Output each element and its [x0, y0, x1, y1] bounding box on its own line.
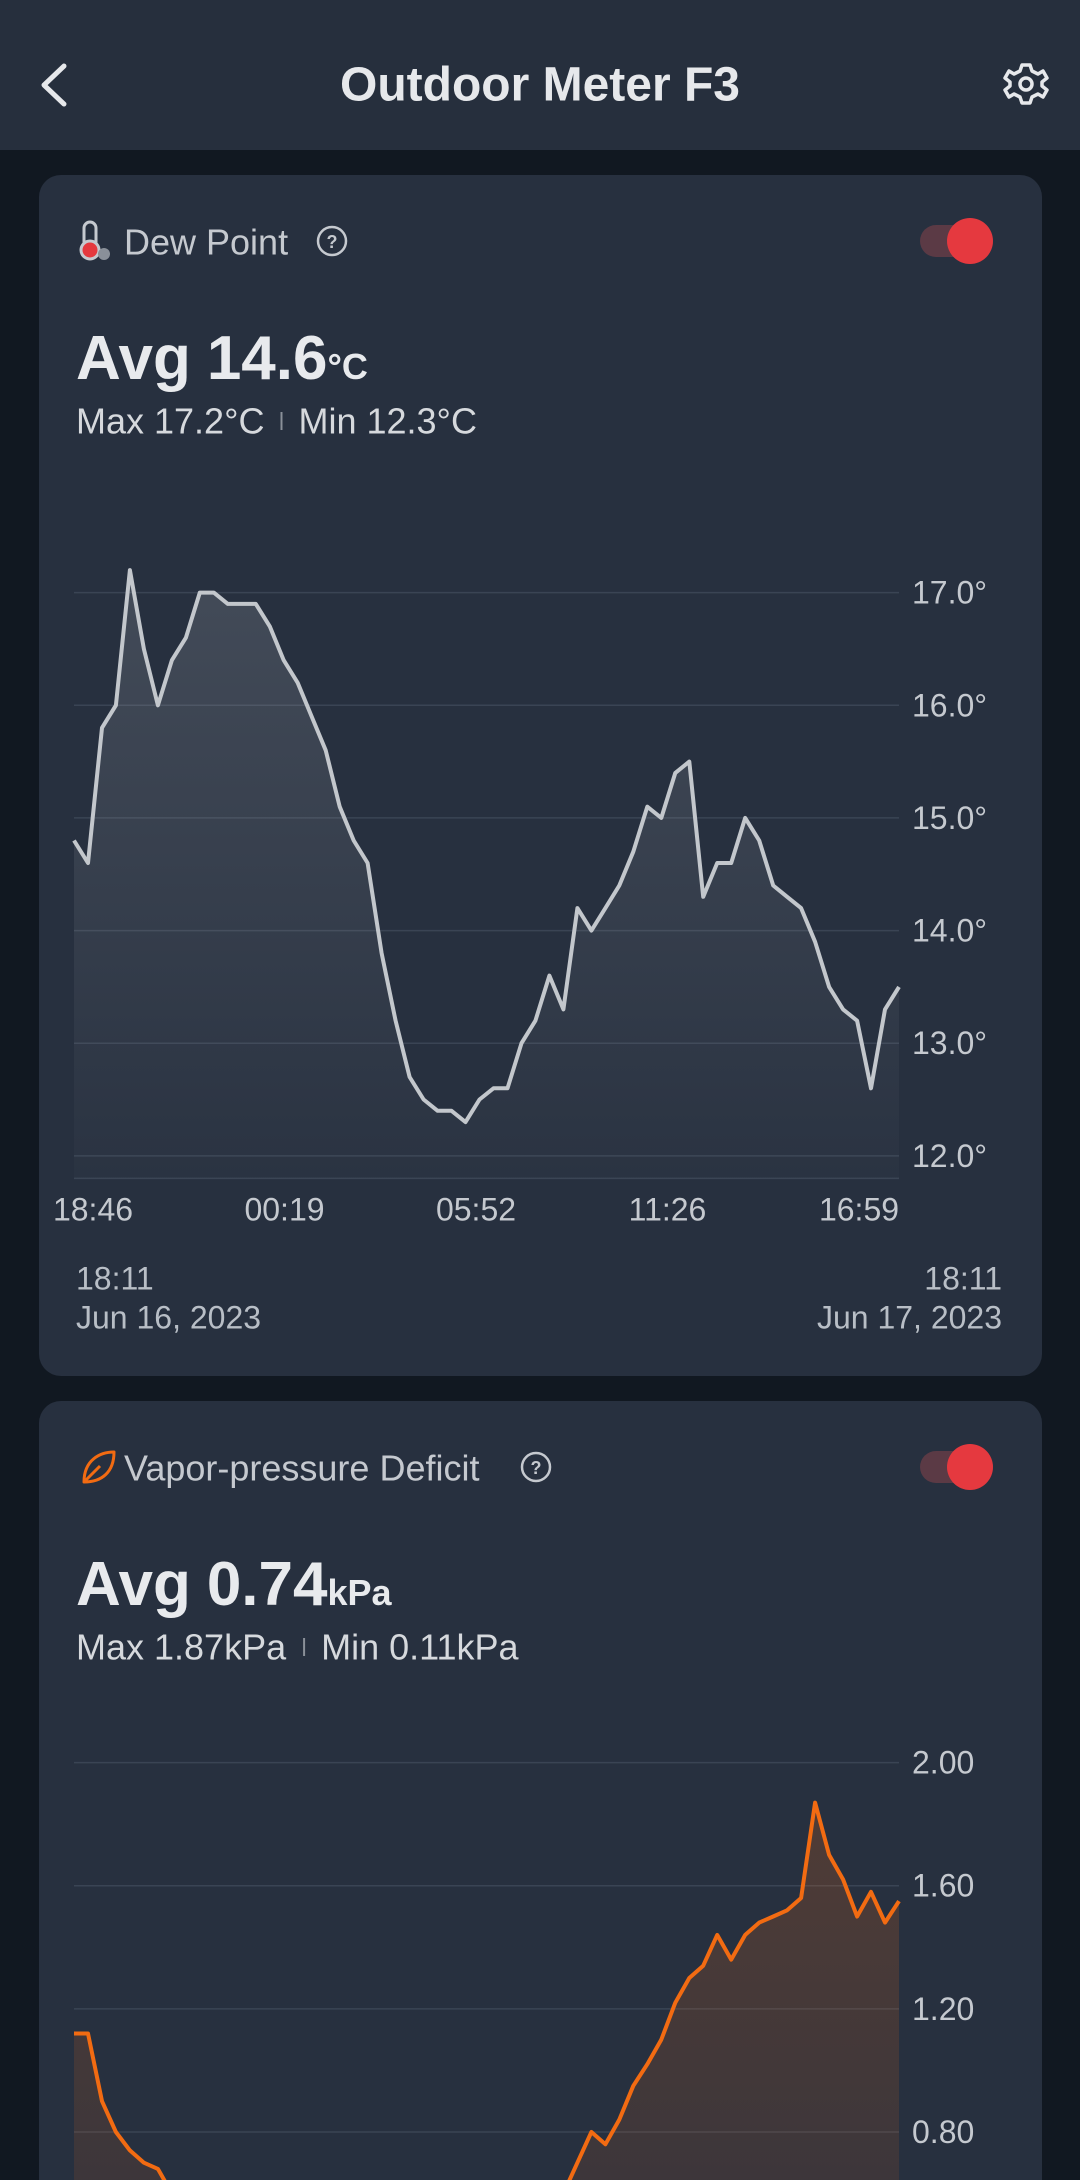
leaf-icon — [82, 1450, 116, 1484]
header — [0, 0, 1080, 150]
end-date: Jun 17, 2023 — [817, 1299, 1002, 1335]
toggle[interactable] — [920, 218, 993, 264]
min-value: Min 0.11kPa — [321, 1627, 519, 1668]
card-title: Dew Point — [124, 222, 288, 263]
help-icon[interactable]: ? — [520, 1451, 552, 1483]
card-title: Vapor-pressure Deficit — [124, 1448, 479, 1489]
y-tick-label: 12.0° — [912, 1138, 987, 1174]
max-value: Max 17.2°C — [76, 401, 264, 442]
y-tick-label: 2.00 — [912, 1745, 974, 1781]
gear-hole — [1018, 76, 1034, 92]
y-tick-label: 16.0° — [912, 687, 987, 723]
svg-text:?: ? — [531, 1458, 542, 1478]
start-time: 18:11 — [76, 1260, 154, 1296]
area — [74, 570, 899, 1179]
avg-unit: °C — [328, 346, 368, 387]
avg-label: Avg — [76, 1550, 191, 1619]
avg-label: Avg — [76, 324, 191, 393]
x-tick-label: 18:46 — [53, 1191, 133, 1227]
average: Avg 0.74kPa — [76, 1550, 393, 1619]
settings-button[interactable] — [1003, 63, 1049, 105]
end-time: 18:11 — [924, 1260, 1002, 1296]
x-tick-label: 00:19 — [244, 1191, 324, 1227]
gear-icon — [1003, 63, 1049, 105]
max-value: Max 1.87kPa — [76, 1627, 287, 1668]
avg-unit: kPa — [328, 1572, 393, 1613]
start-date: Jun 16, 2023 — [76, 1299, 261, 1335]
thermometer-icon — [79, 220, 110, 261]
line — [74, 1800, 901, 2180]
min-value: Min 12.3°C — [298, 401, 476, 442]
toggle[interactable] — [920, 1444, 993, 1490]
page-title: Outdoor Meter F3 — [340, 59, 740, 112]
x-tick-label: 05:52 — [436, 1191, 516, 1227]
y-tick-label: 13.0° — [912, 1025, 987, 1061]
x-tick-label: 11:26 — [629, 1191, 707, 1227]
help-icon[interactable]: ? — [316, 225, 348, 257]
average: Avg 14.6°C — [76, 324, 368, 393]
y-tick-label: 17.0° — [912, 575, 987, 611]
y-tick-label: 0.80 — [912, 2114, 974, 2150]
svg-text:?: ? — [327, 232, 338, 252]
back-button[interactable] — [41, 63, 67, 107]
y-tick-label: 14.0° — [912, 913, 987, 949]
y-tick-label: 15.0° — [912, 800, 987, 836]
avg-value: 0.74 — [207, 1550, 328, 1619]
area — [74, 1802, 899, 2180]
y-tick-label: 1.20 — [912, 1991, 974, 2027]
x-tick-label: 16:59 — [819, 1191, 899, 1227]
avg-value: 14.6 — [207, 324, 328, 393]
line — [72, 568, 901, 1125]
y-tick-label: 1.60 — [912, 1868, 974, 1904]
